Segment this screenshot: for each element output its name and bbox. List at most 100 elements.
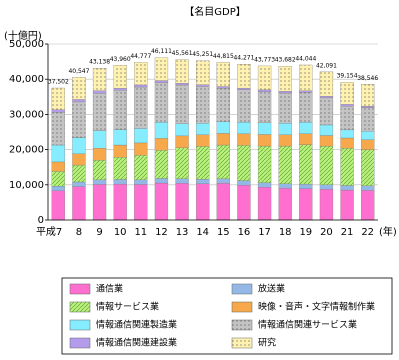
legend-swatch: [231, 319, 253, 331]
bar-segment: [154, 121, 169, 139]
bar-segment: [113, 87, 127, 91]
bar-segment: [361, 131, 375, 140]
bar-segment: [72, 186, 86, 221]
bar-segment: [340, 82, 354, 105]
bar-segment: [51, 161, 65, 172]
bar-segment: [340, 148, 354, 186]
bar-segment: [134, 86, 148, 129]
bar-segment: [175, 135, 189, 148]
x-tick-label: 18: [279, 227, 292, 238]
total-label: 44,815: [213, 53, 234, 60]
bar-segment: [113, 179, 127, 185]
bar-segment: [361, 185, 375, 191]
bar-segment: [257, 65, 272, 91]
bar-segment: [92, 148, 107, 161]
bar-segment: [319, 184, 334, 190]
chart-title: 【名目GDP】: [184, 5, 245, 18]
bar-segment: [113, 183, 127, 221]
x-tick-label: 14: [196, 227, 209, 238]
bar-segment: [216, 144, 230, 179]
bar-segment: [72, 77, 86, 100]
bar-segment: [237, 180, 251, 186]
total-label: 39,154: [337, 73, 358, 80]
bar-segment: [237, 121, 251, 134]
bar-segment: [319, 124, 334, 136]
bar-segment: [196, 123, 210, 135]
bar-segment: [72, 164, 86, 183]
bar-segment: [299, 133, 313, 145]
total-label: 45,561: [172, 50, 193, 57]
bar-segment: [216, 133, 230, 146]
bar-segment: [361, 107, 375, 132]
total-label: 38,546: [357, 75, 378, 82]
bar-segment: [134, 128, 148, 144]
bar-segment: [361, 149, 375, 187]
bar-segment: [278, 134, 292, 147]
total-label: 45,251: [192, 51, 213, 58]
bar-segment: [237, 89, 251, 123]
bar-segment: [299, 121, 313, 134]
bar-segment: [216, 183, 230, 221]
legend-label: 通信業: [96, 283, 123, 295]
x-tick-label: 22: [361, 227, 374, 238]
bar-segment: [92, 184, 107, 221]
legend-swatch: [69, 283, 91, 295]
bar-segment: [319, 135, 334, 147]
bar-segment: [175, 84, 189, 124]
bar-segment: [92, 179, 107, 185]
bar-segment: [257, 145, 272, 183]
total-label: 43,960: [110, 56, 131, 63]
x-tick-label: 16: [238, 227, 251, 238]
x-tick-label: 15: [217, 227, 230, 238]
x-tick-label: 12: [155, 227, 168, 238]
bar-segment: [340, 185, 354, 191]
x-tick-label: 13: [176, 227, 189, 238]
bar-segment: [134, 62, 148, 86]
bar-segment: [278, 92, 292, 124]
bar-segment: [196, 84, 210, 87]
bar-segment: [51, 144, 65, 163]
bar-segment: [51, 186, 65, 191]
bar-segment: [72, 137, 86, 154]
bar-segment: [154, 138, 169, 151]
bar-segment: [216, 121, 230, 134]
bar-segment: [361, 190, 375, 221]
total-label: 40,547: [68, 68, 89, 75]
bar-segment: [196, 134, 210, 147]
bar-segment: [113, 144, 127, 158]
bar-segment: [92, 160, 107, 181]
bar-segment: [113, 90, 127, 130]
bar-segment: [154, 80, 169, 83]
bar-segment: [154, 178, 169, 184]
y-tick-label: 50,000: [9, 39, 44, 50]
y-tick-label: 10,000: [9, 180, 44, 191]
bar-segment: [196, 179, 210, 184]
total-label: 37,502: [48, 78, 69, 85]
total-label: 43,773: [254, 56, 275, 63]
bar-segment: [154, 57, 169, 81]
x-tick-label: 8: [76, 227, 82, 238]
legend-label: 情報通信関連サービス業: [258, 319, 357, 331]
bar-segment: [257, 182, 272, 188]
bar-segment: [51, 171, 65, 187]
bar-segment: [361, 84, 375, 107]
bar-segment: [278, 145, 292, 184]
y-tick-label: 0: [38, 215, 44, 226]
legend-box: [61, 277, 393, 355]
bar-segment: [216, 88, 230, 122]
bar-segment: [319, 97, 334, 126]
y-axis-label: (十億円): [4, 29, 42, 42]
bar-segment: [278, 188, 292, 221]
bar-segment: [72, 181, 86, 187]
x-tick-label: 平成7: [36, 226, 62, 238]
y-tick-label: 20,000: [9, 145, 44, 156]
bar-segment: [51, 190, 65, 221]
x-tick-label: 10: [114, 227, 127, 238]
x-tick-label: 21: [341, 227, 354, 238]
bar-segment: [319, 95, 334, 99]
bar-segment: [51, 87, 65, 110]
bar-segment: [92, 68, 107, 91]
total-label: 44,271: [233, 55, 254, 62]
bar-segment: [299, 188, 313, 221]
